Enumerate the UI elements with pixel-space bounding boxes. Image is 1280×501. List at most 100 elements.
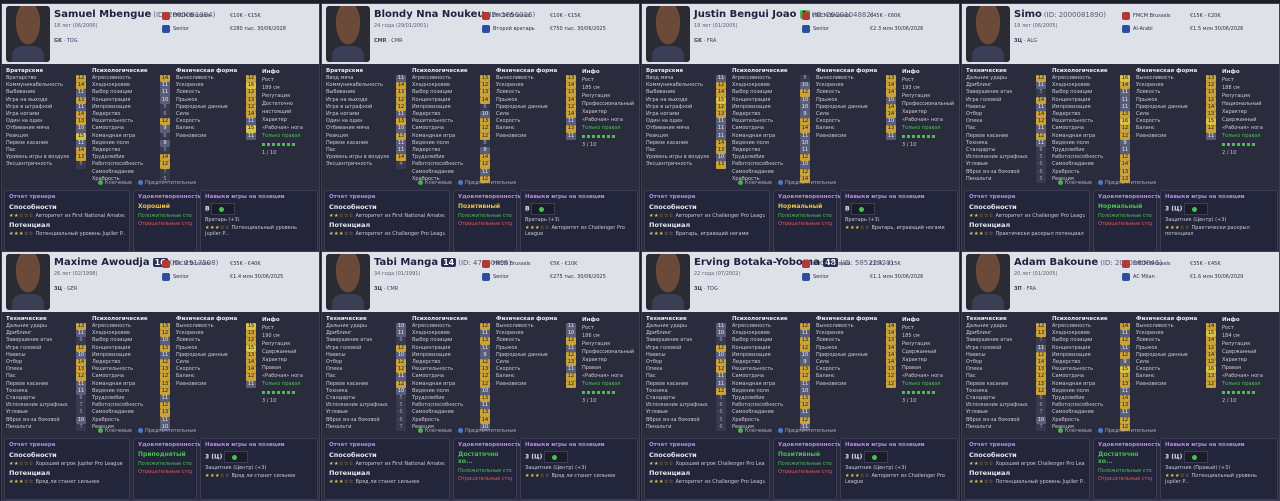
position-panel[interactable]: Навыки игры на позиции В Вратарь (+3) ★★…: [520, 190, 638, 252]
player-card[interactable]: Tabi Manga 14 (ID: 47060895) 34 года (01/1…: [321, 251, 640, 501]
tech-attributes: Ввод мяча 11 Коммуникабельность 12 Выбивание…: [646, 75, 728, 169]
attribute-value: 10: [800, 161, 810, 169]
attribute-row: Ввод мяча 11: [646, 75, 728, 83]
position-panel[interactable]: Навыки игры на позиции 3 (Ц) Защитник (Ц…: [200, 438, 318, 500]
satisfaction-panel[interactable]: Удовлетворенность Позитивный Положительн…: [773, 438, 841, 500]
attribute-name: Выбивание: [326, 89, 356, 96]
player-name[interactable]: Samuel Mbengue (ID: 2000081994): [54, 9, 216, 20]
player-card[interactable]: Adam Bakoune (ID: 2000180846) 20 лет (01/…: [961, 251, 1280, 501]
attribute-value: 13: [886, 125, 896, 133]
coach-report[interactable]: Отчет тренера Способности ★★☆☆☆ Авторите…: [324, 438, 450, 500]
player-card[interactable]: Maxime Awoudja 16 (ID: 2917508) 26 лет (02…: [1, 251, 320, 501]
attribute-name: Импровизация: [92, 103, 131, 110]
legend-key-dot: [98, 180, 103, 185]
attribute-name: Прыжок: [816, 96, 838, 103]
club-info[interactable]: FMCM Brussels Senior: [482, 258, 531, 284]
coach-report-title: Отчет тренера: [969, 442, 1016, 448]
player-name[interactable]: Erving Botaka-Yoboma 48 (ID: 58522720): [694, 257, 894, 268]
coach-report[interactable]: Отчет тренера Способности ★★☆☆☆ Авторите…: [324, 190, 450, 252]
attribute-value: 11: [1120, 147, 1130, 155]
attribute-value: 12: [800, 118, 810, 126]
club-info[interactable]: FMCM Brussels Senior: [162, 258, 211, 284]
psych-attributes: Агрессивность 14 Хладнокровие 11 Выбор позиц…: [92, 75, 172, 184]
attribute-row: Баланс 13: [1136, 373, 1218, 381]
attribute-row: Импровизация 8: [412, 103, 492, 112]
attribute-row: Работоспособность 12: [412, 161, 492, 169]
position-panel[interactable]: Навыки игры на позиции В Вратарь (+3) ★★…: [840, 190, 958, 252]
player-name[interactable]: Simo (ID: 2000081890): [1014, 9, 1106, 20]
attribute-name: Самообладание: [92, 168, 134, 175]
satisfaction-panel[interactable]: Удовлетворенность Достаточно хо... Полож…: [453, 438, 521, 500]
attribute-name: Ввод мяча: [646, 75, 674, 81]
attribute-value: 6: [1036, 402, 1046, 410]
attribute-row: Уровень игры в воздухе 10: [646, 154, 728, 162]
position-panel[interactable]: Навыки игры на позиции 3 (Ц) Защитник (Ц…: [1160, 190, 1278, 252]
player-card[interactable]: Justin Bengui Joao1(ID: 2000104882) 19 л…: [641, 3, 960, 253]
attribute-row: Решительность 12: [732, 118, 812, 126]
player-card[interactable]: Samuel Mbengue (ID: 2000081994) 18 лет (0…: [1, 3, 320, 253]
attribute-row: Концентрация 10: [732, 96, 812, 104]
attribute-value: 14: [160, 75, 170, 83]
coach-report[interactable]: Отчет тренера Способности ★★☆☆☆ Хороший …: [4, 438, 130, 500]
tech-attributes: Дальние удары 12 Дриблинг 13 Завершение атак…: [966, 323, 1048, 432]
coach-report[interactable]: Отчет тренера Способности ★★☆☆☆ Авторите…: [964, 190, 1090, 252]
attribute-name: Самоотдача: [1052, 125, 1084, 132]
attribute-row: Самообладание 11: [732, 409, 812, 417]
attribute-value: 11: [800, 423, 810, 432]
attribute-name: Первое касание: [646, 380, 689, 387]
satisfaction-panel[interactable]: Удовлетворенность Хороший Положительные …: [133, 190, 201, 252]
player-name[interactable]: Adam Bakoune (ID: 2000180846): [1014, 257, 1163, 268]
attribute-row: Лидерство 6: [92, 111, 172, 119]
player-card[interactable]: Erving Botaka-Yoboma 48 (ID: 58522720) 22 …: [641, 251, 960, 501]
coach-report[interactable]: Отчет тренера Способности ★★☆☆☆ Авторите…: [644, 190, 770, 252]
club-info[interactable]: FMCM Brussels Senior: [802, 10, 851, 36]
attribute-name: Агрессивность: [1052, 323, 1091, 329]
position-panel[interactable]: Навыки игры на позиции 3 (Ц) Защитник (Ц…: [840, 438, 958, 500]
club-info[interactable]: FMCM Brussels AC Milan: [1122, 258, 1171, 284]
status-icon: [802, 272, 810, 281]
attribute-row: Агрессивность 13: [92, 323, 172, 331]
coach-report[interactable]: Отчет тренера Способности ★★☆☆☆ Хороший …: [964, 438, 1090, 500]
satisfaction-panel[interactable]: Удовлетворенность Достаточно хо... Полож…: [1093, 438, 1161, 500]
attribute-row: Равновесие 11: [1136, 132, 1218, 140]
attribute-row: Пас 11: [966, 125, 1048, 133]
attribute-name: Решительность: [732, 366, 773, 373]
attribute-name: Ускорение: [1136, 82, 1164, 89]
club-info[interactable]: FMCM Brussels Senior: [802, 258, 851, 284]
attribute-value: 11: [396, 75, 406, 83]
attribute-name: Первое касание: [6, 380, 49, 387]
attribute-name: Эксцентричность: [646, 161, 693, 168]
satisfaction-panel[interactable]: Удовлетворенность Нормальный Положительн…: [1093, 190, 1161, 252]
attribute-name: Лидерство: [92, 359, 121, 366]
player-card[interactable]: Simo (ID: 2000081890) 19 лет (06/2005) ЗЦ…: [961, 3, 1280, 253]
club-info[interactable]: FMCM Brussels Al-Arabi: [1122, 10, 1171, 36]
coach-report[interactable]: Отчет тренера Способности ★★☆☆☆ Авторите…: [4, 190, 130, 252]
legend: Ключевые Предпочтительные: [1052, 180, 1156, 186]
player-name[interactable]: Maxime Awoudja 16 (ID: 2917508): [54, 257, 219, 268]
player-age: 22 года (07/2002): [694, 271, 741, 277]
attribute-value: 12: [480, 82, 490, 90]
attribute-row: Пас 12: [966, 373, 1048, 381]
attribute-row: Работоспособность 10: [732, 161, 812, 169]
position-panel[interactable]: Навыки игры на позиции 3 (Ц) Защитник (П…: [1160, 438, 1278, 500]
position-panel[interactable]: Навыки игры на позиции В Вратарь (+3) ★★…: [200, 190, 318, 252]
attribute-name: Техника: [966, 387, 988, 394]
club-info[interactable]: FMCM Brussels Senior: [162, 10, 211, 36]
position-panel[interactable]: Навыки игры на позиции 3 (Ц) Защитник (Ц…: [520, 438, 638, 500]
coach-report-title: Отчет тренера: [329, 442, 376, 448]
attribute-value: 5: [716, 416, 726, 424]
satisfaction-panel[interactable]: Удовлетворенность Нормальный Положительн…: [773, 190, 841, 252]
attribute-value: 12: [160, 387, 170, 396]
player-card[interactable]: Blondy Nna Noukeu (ID: 1856016) 24 года (…: [321, 3, 640, 253]
attribute-name: Ввод мяча: [326, 75, 354, 81]
club-info[interactable]: FMCM Brussels Второй вратарь: [482, 10, 535, 36]
player-photo: [646, 254, 690, 310]
attribute-value: 10: [800, 139, 810, 148]
satisfaction-panel[interactable]: Удовлетворенность Приподнятый Положитель…: [133, 438, 201, 500]
coach-report[interactable]: Отчет тренера Способности ★★☆☆☆ Хороший …: [644, 438, 770, 500]
position-name: Вратарь (+3): [205, 217, 240, 223]
player-name[interactable]: Blondy Nna Noukeu (ID: 1856016): [374, 9, 536, 20]
attribute-value: 14: [1036, 359, 1046, 367]
satisfaction-panel[interactable]: Удовлетворенность Позитивный Положительн…: [453, 190, 521, 252]
reputation-value: Профессиональный: [582, 101, 635, 107]
